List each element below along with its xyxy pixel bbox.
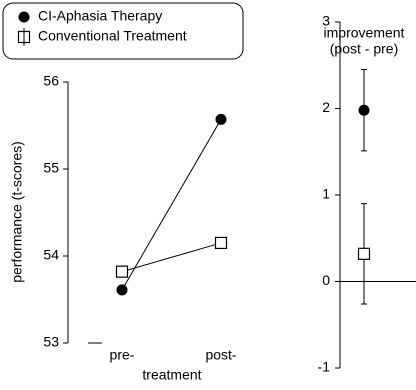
chart-title: (post - pre) bbox=[330, 41, 398, 57]
x-tick-label: post- bbox=[205, 347, 236, 363]
y-tick-label: 1 bbox=[322, 186, 330, 202]
legend-box bbox=[2, 2, 244, 60]
y-tick-label: -1 bbox=[318, 359, 331, 375]
marker bbox=[116, 284, 128, 296]
marker bbox=[115, 265, 129, 278]
legend-label: Conventional Treatment bbox=[38, 28, 187, 44]
marker bbox=[18, 11, 30, 23]
y-tick-label: 56 bbox=[43, 73, 59, 89]
series-line bbox=[121, 242, 222, 273]
y-tick-label: 53 bbox=[43, 334, 59, 350]
marker bbox=[358, 104, 370, 116]
legend-label: CI-Aphasia Therapy bbox=[38, 8, 162, 24]
marker bbox=[357, 247, 371, 260]
y-tick-label: 0 bbox=[322, 272, 330, 288]
marker bbox=[215, 113, 227, 125]
x-tick-label: pre- bbox=[110, 347, 135, 363]
chart-title: improvement bbox=[324, 25, 405, 41]
y-tick-label: 55 bbox=[43, 160, 59, 176]
y-axis-label: performance (t-scores) bbox=[9, 141, 25, 283]
marker bbox=[214, 236, 228, 250]
y-tick-label: 54 bbox=[43, 247, 59, 263]
x-axis-label: treatment bbox=[142, 367, 201, 383]
series-line bbox=[121, 119, 222, 291]
y-tick-label: 3 bbox=[322, 13, 330, 29]
y-tick-label: 2 bbox=[322, 99, 330, 115]
